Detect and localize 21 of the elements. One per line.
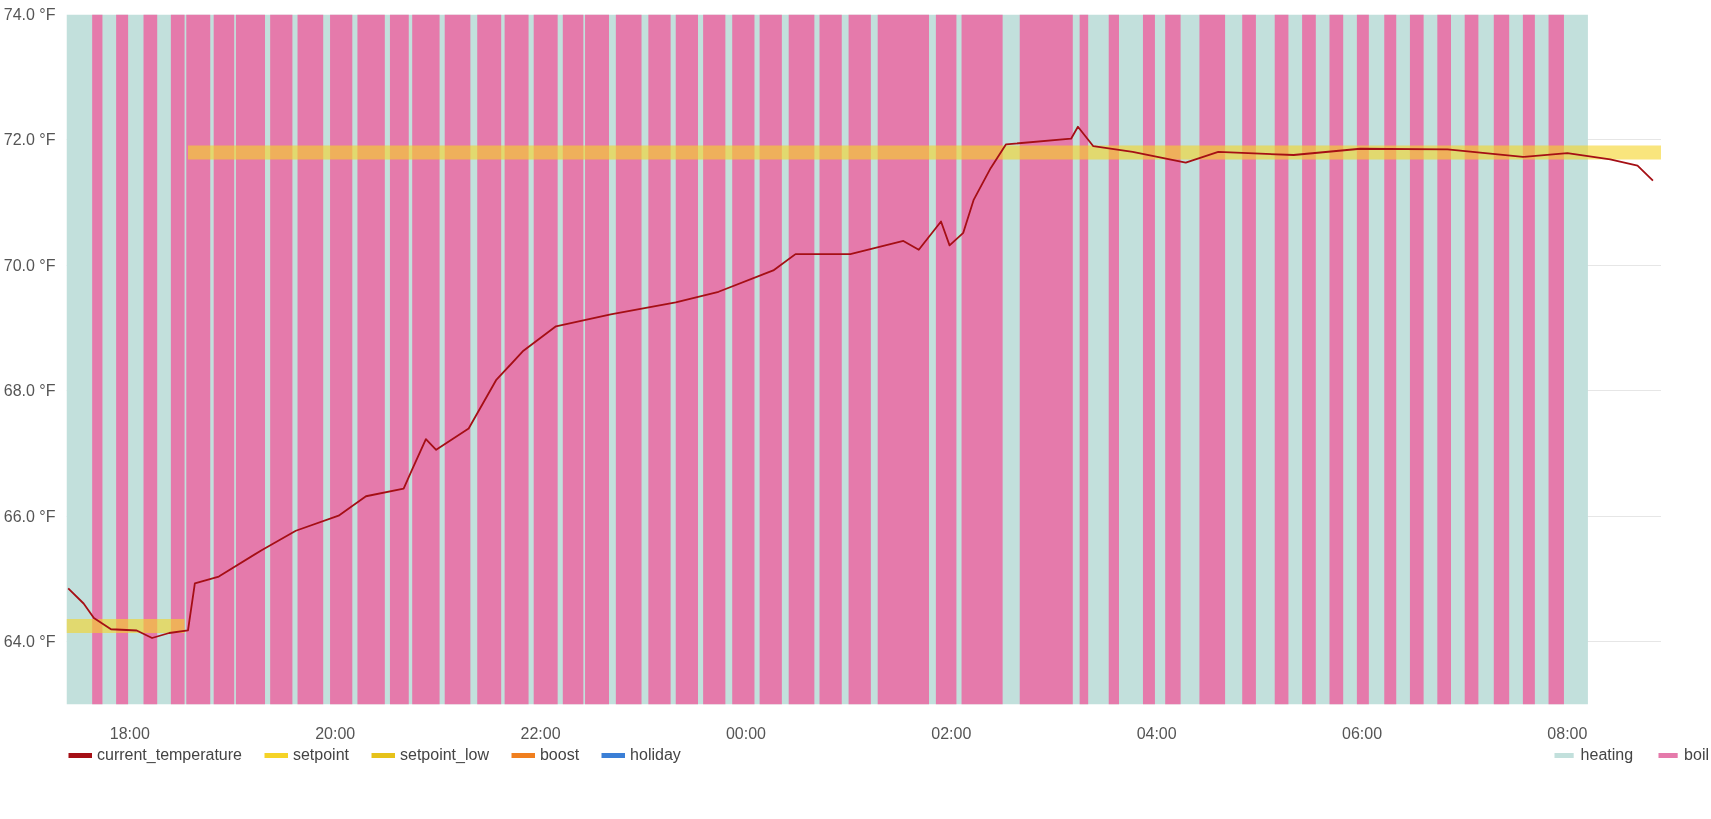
y-tick-label: 64.0 °F	[3, 633, 56, 651]
y-tick-label: 70.0 °F	[3, 256, 56, 274]
legend-label: heating	[1580, 746, 1634, 764]
y-tick-label: 66.0 °F	[3, 507, 56, 525]
x-tick-label: 20:00	[315, 724, 356, 742]
x-tick-label: 18:00	[109, 724, 150, 742]
legend-label: current_temperature	[97, 746, 242, 764]
legend-label: setpoint	[292, 746, 350, 764]
x-tick-label: 00:00	[725, 724, 767, 742]
x-tick-label: 08:00	[1547, 724, 1588, 742]
x-tick-label: 04:00	[1136, 724, 1177, 742]
legend-label: setpoint_low	[400, 746, 489, 764]
legend-label: boost	[539, 746, 580, 764]
y-tick-label: 72.0 °F	[3, 131, 56, 149]
x-tick-label: 22:00	[520, 724, 561, 742]
y-tick-label: 74.0 °F	[3, 6, 56, 23]
x-tick-label: 02:00	[931, 724, 972, 742]
legend-label: boil	[1684, 746, 1709, 764]
x-tick-label: 06:00	[1341, 724, 1383, 742]
legend-label: holiday	[630, 746, 681, 764]
y-tick-label: 68.0 °F	[3, 382, 56, 400]
